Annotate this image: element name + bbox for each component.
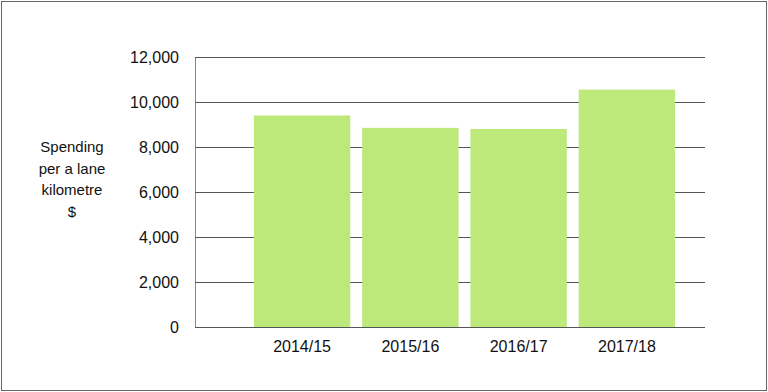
y-tick-label: 10,000	[130, 94, 179, 111]
frame	[2, 2, 767, 391]
y-axis-title-line: per a lane	[39, 160, 106, 177]
y-tick-label: 8,000	[139, 139, 179, 156]
y-tick-label: 0	[170, 319, 179, 336]
bar	[579, 90, 675, 327]
x-tick-label: 2017/18	[598, 338, 656, 355]
x-tick: 2014/15	[273, 338, 331, 355]
x-tick-label: 2015/16	[381, 338, 439, 355]
y-tick-label: 6,000	[139, 184, 179, 201]
x-tick: 2017/18	[598, 338, 656, 355]
y-axis-title: Spending per a lane kilometre $	[39, 138, 106, 220]
x-tick-label: 2014/15	[273, 338, 331, 355]
y-axis-title-line: Spending	[40, 138, 103, 155]
y-axis-title-line: kilometre	[42, 181, 103, 198]
x-tick: 2015/16	[381, 338, 439, 355]
chart: 0 2,000 4,000 6,000 8,000 10,000 12,000 2014/15…	[0, 0, 768, 392]
y-axis-title-line: $	[68, 203, 77, 220]
bar	[254, 116, 350, 328]
x-tick-label: 2016/17	[490, 338, 548, 355]
grid-line	[195, 327, 705, 328]
x-axis: 2014/15 2015/16 2016/17 2017/18	[273, 338, 656, 355]
y-axis: 0 2,000 4,000 6,000 8,000 10,000 12,000	[130, 49, 705, 336]
bar	[362, 128, 458, 327]
x-tick: 2016/17	[490, 338, 548, 355]
y-tick-label: 12,000	[130, 49, 179, 66]
y-tick-label: 2,000	[139, 274, 179, 291]
y-tick: 12,000	[130, 49, 705, 66]
bar	[470, 129, 566, 327]
grid-line	[195, 57, 705, 58]
bars	[254, 90, 675, 327]
y-tick-label: 4,000	[139, 229, 179, 246]
